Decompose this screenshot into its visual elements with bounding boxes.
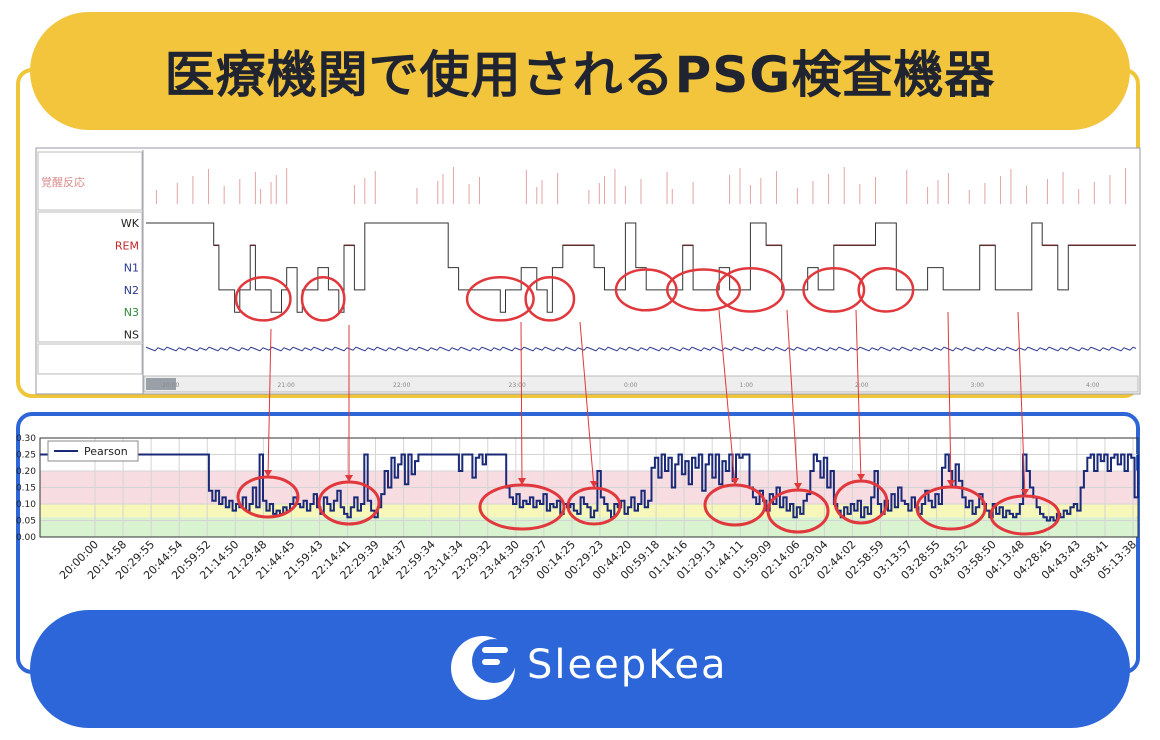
brand-banner	[30, 610, 1130, 728]
brand-name: SleepKea	[527, 642, 728, 688]
title-banner: 医療機関で使用されるPSG検査機器	[30, 12, 1130, 130]
page-title: 医療機関で使用されるPSG検査機器	[164, 46, 996, 104]
sleepkea-logo-icon	[451, 636, 516, 700]
